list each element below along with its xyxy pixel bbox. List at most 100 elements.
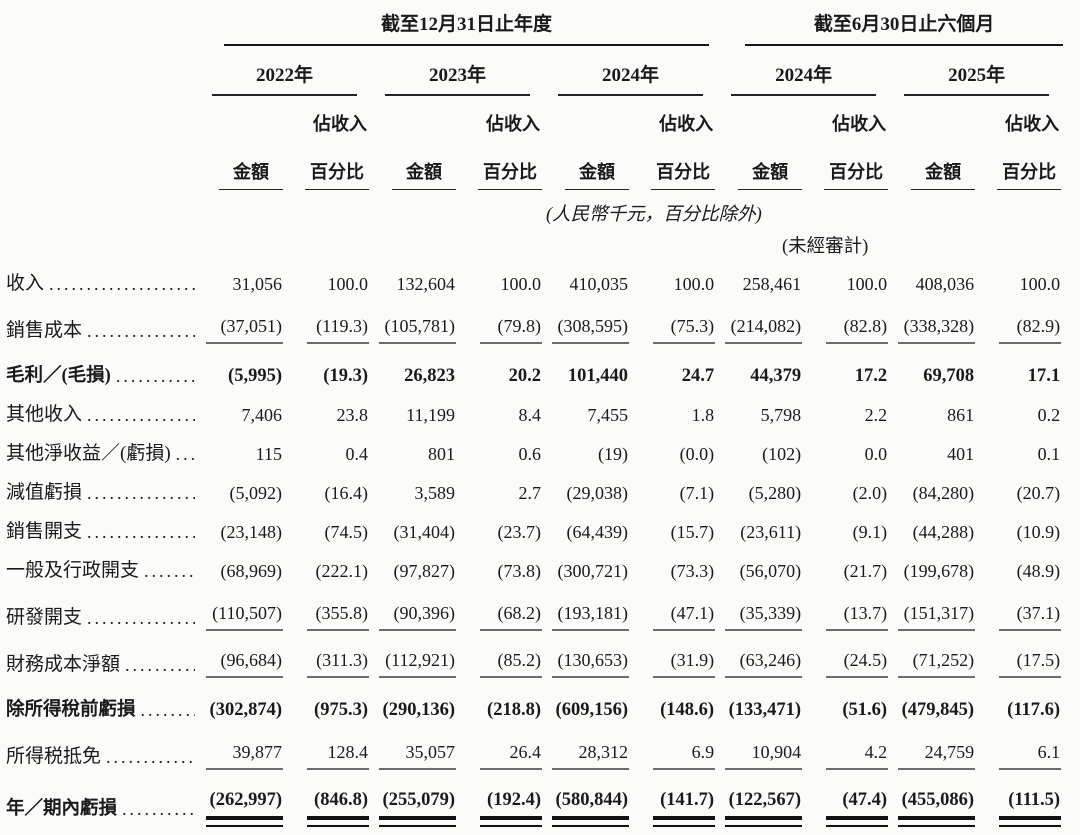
- pct-cell: 17.1: [1027, 366, 1061, 386]
- pct-cell: (222.1): [315, 561, 369, 581]
- period-header-row: 截至12月31日止年度 截至6月30日止六個月: [6, 6, 1064, 46]
- dot-leader: [44, 274, 195, 295]
- amount-cell: (5,995): [228, 366, 282, 386]
- amount-cell: (193,181): [544, 590, 631, 637]
- row-label: 一般及行政開支: [6, 560, 140, 581]
- table-row: 銷售開支 (23,148) (74.5) (31,404) (23.7) (64,439)…: [6, 512, 1063, 551]
- amount-cell: 115: [255, 444, 282, 464]
- pct-of-revenue-header: 佔收入: [313, 114, 367, 134]
- amount-cell: (130,653): [544, 637, 631, 684]
- row-label: 銷售開支: [6, 521, 83, 542]
- amount-cell: (199,678): [903, 561, 975, 581]
- amount-cell: 11,199: [406, 405, 455, 425]
- amount-cell: (455,086): [890, 776, 977, 828]
- pct-column-header: 百分比: [977, 136, 1063, 190]
- pct-cell: (85.2): [458, 637, 544, 684]
- pct-cell: 1.8: [691, 405, 715, 425]
- amount-cell: (97,827): [393, 561, 456, 581]
- table-row: 研發開支 (110,507)(355.8)(90,396)(68.2)(193,1…: [6, 590, 1063, 637]
- units-note-row: (人民幣千元，百分比除外): [6, 190, 1063, 226]
- amount-cell: (44,288): [912, 522, 975, 542]
- amount-cell: 69,708: [923, 366, 975, 386]
- amount-cell: 35,057: [371, 729, 458, 776]
- pct-cell: (19.3): [323, 366, 368, 386]
- amount-cell: 26,823: [404, 366, 455, 386]
- amount-cell: (580,844): [544, 776, 631, 828]
- table-row: 財務成本淨額 (96,684)(311.3)(112,921)(85.2)(130…: [6, 637, 1063, 684]
- pct-cell: (79.8): [458, 303, 544, 350]
- pct-cell: (47.1): [631, 590, 717, 637]
- amount-cell: 3,589: [414, 483, 456, 503]
- pct-cell: 2.2: [864, 405, 888, 425]
- amount-cell: (31,404): [393, 522, 456, 542]
- pct-cell: (355.8): [285, 590, 371, 637]
- amount-cell: (302,874): [209, 700, 282, 720]
- amount-cell: (37,051): [198, 303, 285, 350]
- dot-leader: [82, 483, 195, 504]
- amount-cell: (112,921): [371, 637, 458, 684]
- row-label-cell: 研發開支: [6, 590, 198, 637]
- pct-of-revenue-header: 佔收入: [486, 114, 540, 134]
- amount-cell: (338,328): [890, 303, 977, 350]
- pct-cell: (16.4): [324, 483, 369, 503]
- amount-column-header: 金額: [371, 136, 458, 190]
- row-label-cell: 其他收入: [6, 395, 198, 434]
- pct-cell: 0.0: [864, 444, 888, 464]
- pct-cell: (13.7): [804, 590, 890, 637]
- pct-cell: (48.9): [1016, 561, 1061, 581]
- amount-cell: 408,036: [915, 274, 975, 294]
- row-label: 毛利／(毛損): [6, 366, 111, 386]
- pct-cell: (975.3): [314, 700, 368, 720]
- dot-leader: [82, 405, 195, 426]
- dot-leader: [82, 321, 195, 342]
- pct-cell: (82.9): [977, 303, 1063, 350]
- row-label-cell: 年／期內虧損: [6, 776, 198, 828]
- amount-cell: (71,252): [890, 637, 977, 684]
- table-row: 毛利／(毛損) (5,995) (19.3) 26,823 20.2 101,440 24.…: [6, 350, 1063, 395]
- amount-cell: (105,781): [371, 303, 458, 350]
- pct-cell: (846.8): [285, 776, 371, 828]
- pct-cell: (20.7): [1016, 483, 1061, 503]
- pct-cell: 8.4: [518, 405, 542, 425]
- table-row: 其他收入 7,406 23.8 11,199 8.4 7,455 1.8 5,798 2.2 86…: [6, 395, 1063, 434]
- amount-cell: (19): [598, 444, 628, 464]
- pct-cell: (148.6): [660, 700, 715, 720]
- table-row: 其他淨收益／(虧損) 115 0.4 801 0.6 (19) (0.0) (102) 0.0 4…: [6, 434, 1063, 473]
- dot-leader: [101, 747, 195, 768]
- pct-cell: (82.8): [804, 303, 890, 350]
- row-label-cell: 銷售成本: [6, 303, 198, 350]
- amount-cell: (300,721): [557, 561, 629, 581]
- amount-cell: 401: [947, 444, 975, 464]
- amount-cell: 410,035: [569, 274, 629, 294]
- amount-cell: 5,798: [760, 405, 802, 425]
- row-label: 其他收入: [6, 404, 83, 425]
- amount-cell: 7,455: [587, 405, 629, 425]
- amount-column-header: 金額: [198, 136, 285, 190]
- amount-cell: 861: [947, 405, 975, 425]
- amount-cell: (214,082): [717, 303, 804, 350]
- pct-cell: (31.9): [631, 637, 717, 684]
- pct-cell: 100.0: [327, 274, 369, 294]
- row-label-cell: 減值虧損: [6, 473, 198, 512]
- amount-cell: (90,396): [371, 590, 458, 637]
- pct-of-revenue-header: 佔收入: [832, 114, 887, 134]
- column-header-row: 金額 百分比 金額 百分比 金額 百分比 金額 百分比 金額 百分比: [6, 136, 1063, 190]
- amount-cell: 24,759: [890, 729, 977, 776]
- pct-cell: 2.7: [518, 483, 542, 503]
- table-row: 減值虧損 (5,092) (16.4) 3,589 2.7 (29,038) (7.1) (5…: [6, 473, 1063, 512]
- pct-header-line1-row: 佔收入 佔收入 佔收入 佔收入 佔收入: [6, 96, 1063, 136]
- amount-cell: 801: [428, 444, 455, 464]
- table-row: 銷售成本 (37,051)(119.3)(105,781)(79.8)(308,5…: [6, 303, 1063, 350]
- amount-cell: (609,156): [555, 700, 628, 720]
- units-note: (人民幣千元，百分比除外): [546, 205, 762, 225]
- pct-cell: (141.7): [631, 776, 717, 828]
- pct-cell: (311.3): [285, 637, 371, 684]
- corner-cell: [6, 6, 198, 46]
- row-label: 財務成本淨額: [6, 654, 121, 675]
- amount-column-header: 金額: [717, 136, 804, 190]
- period-interim-label: 截至6月30日止六個月: [745, 9, 1064, 46]
- dot-leader: [117, 799, 195, 820]
- pct-cell: (117.6): [1007, 700, 1061, 720]
- year-header-2025-interim: 2025年: [890, 46, 1063, 96]
- row-label-cell: 毛利／(毛損): [6, 350, 198, 395]
